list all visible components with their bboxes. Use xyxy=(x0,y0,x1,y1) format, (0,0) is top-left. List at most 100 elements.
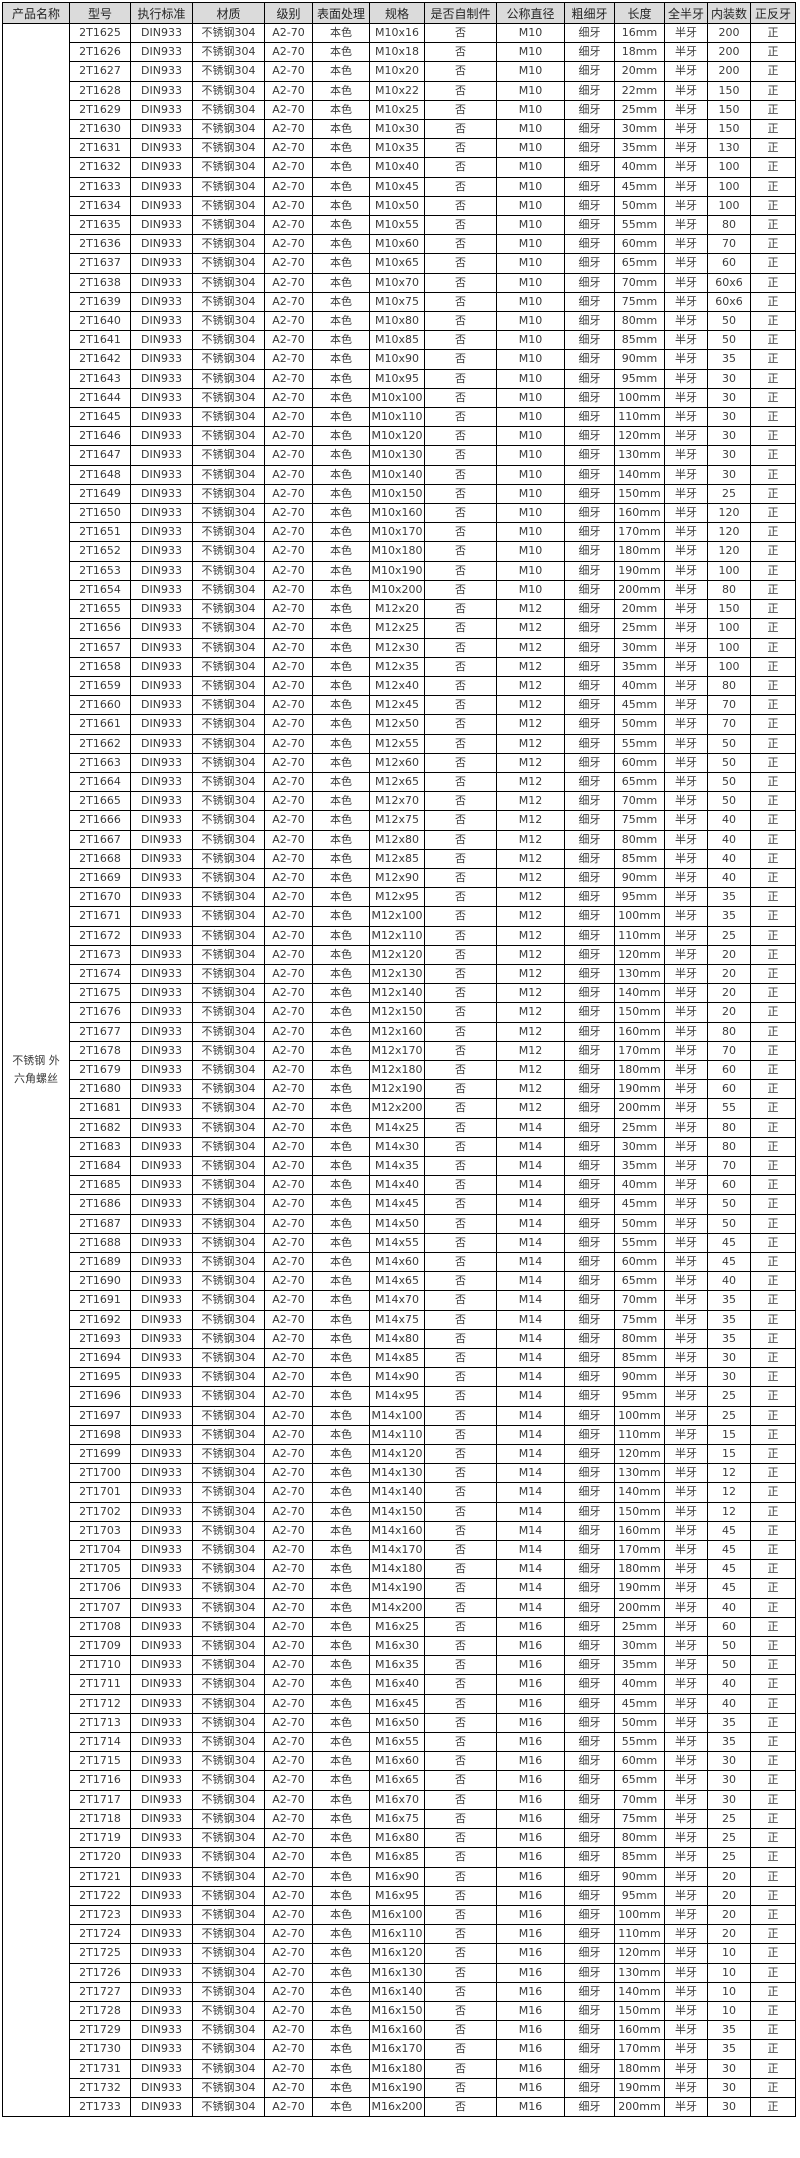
cell-self-made: 否 xyxy=(424,1040,497,1061)
cell-thread-type: 细牙 xyxy=(564,464,615,485)
cell-grade: A2-70 xyxy=(264,752,313,773)
cell-self-made: 否 xyxy=(424,1904,497,1926)
cell-thread-type: 细牙 xyxy=(564,944,615,965)
cell-pack-qty: 30 xyxy=(707,1348,751,1369)
cell-pack-qty: 35 xyxy=(707,2020,751,2041)
cell-grade: A2-70 xyxy=(264,810,313,831)
cell-standard: DIN933 xyxy=(130,1866,193,1887)
cell-surface: 本色 xyxy=(312,752,370,773)
cell-spec: M10x110 xyxy=(369,407,425,428)
cell-standard: DIN933 xyxy=(130,368,193,389)
cell-spec: M14x60 xyxy=(369,1251,425,1273)
cell-direction: 正 xyxy=(750,1885,796,1906)
cell-self-made: 否 xyxy=(424,330,497,351)
cell-thread-length: 半牙 xyxy=(664,138,708,159)
cell-pack-qty: 45 xyxy=(707,1520,751,1542)
cell-model: 2T1695 xyxy=(69,1367,131,1388)
cell-spec: M12x45 xyxy=(369,695,425,716)
cell-diameter: M14 xyxy=(496,1578,565,1599)
cell-surface: 本色 xyxy=(312,1751,370,1772)
table-row: 2T1731 DIN933 不锈钢304 A2-70 本色 M16x180 否 M16 细牙 18… xyxy=(3,2058,796,2079)
cell-diameter: M10 xyxy=(496,253,565,274)
cell-surface: 本色 xyxy=(312,1540,370,1561)
cell-surface: 本色 xyxy=(312,1712,370,1734)
cell-pack-qty: 100 xyxy=(707,618,751,639)
cell-pack-qty: 50 xyxy=(707,771,751,793)
cell-length: 40mm xyxy=(614,1674,665,1695)
cell-grade: A2-70 xyxy=(264,983,313,1004)
cell-surface: 本色 xyxy=(312,675,370,697)
cell-model: 2T1716 xyxy=(69,1770,131,1791)
cell-material: 不锈钢304 xyxy=(192,522,265,543)
cell-thread-type: 细牙 xyxy=(564,522,615,543)
cell-surface: 本色 xyxy=(312,1962,370,1983)
cell-surface: 本色 xyxy=(312,1770,370,1791)
cell-self-made: 否 xyxy=(424,1232,497,1254)
cell-pack-qty: 30 xyxy=(707,2077,751,2098)
cell-model: 2T1724 xyxy=(69,1924,131,1945)
cell-direction: 正 xyxy=(750,483,796,505)
cell-surface: 本色 xyxy=(312,2020,370,2041)
cell-model: 2T1632 xyxy=(69,157,131,178)
cell-length: 35mm xyxy=(614,656,665,677)
cell-model: 2T1669 xyxy=(69,867,131,889)
cell-pack-qty: 30 xyxy=(707,387,751,409)
cell-pack-qty: 100 xyxy=(707,656,751,677)
cell-standard: DIN933 xyxy=(130,675,193,697)
cell-thread-type: 细牙 xyxy=(564,1213,615,1234)
cell-self-made: 否 xyxy=(424,1712,497,1734)
cell-model: 2T1641 xyxy=(69,330,131,351)
cell-pack-qty: 150 xyxy=(707,99,751,121)
cell-thread-type: 细牙 xyxy=(564,1520,615,1542)
cell-thread-length: 半牙 xyxy=(664,579,708,601)
cell-grade: A2-70 xyxy=(264,656,313,677)
cell-model: 2T1657 xyxy=(69,637,131,658)
cell-surface: 本色 xyxy=(312,234,370,255)
cell-diameter: M10 xyxy=(496,368,565,389)
cell-pack-qty: 10 xyxy=(707,1943,751,1964)
cell-standard: DIN933 xyxy=(130,119,193,140)
cell-grade: A2-70 xyxy=(264,1309,313,1330)
cell-surface: 本色 xyxy=(312,714,370,735)
cell-grade: A2-70 xyxy=(264,1271,313,1292)
cell-grade: A2-70 xyxy=(264,1732,313,1753)
column-header-direction: 正反牙 xyxy=(750,2,796,24)
cell-length: 25mm xyxy=(614,1117,665,1138)
cell-length: 60mm xyxy=(614,234,665,255)
cell-diameter: M10 xyxy=(496,195,565,217)
cell-length: 170mm xyxy=(614,522,665,543)
cell-material: 不锈钢304 xyxy=(192,1597,265,1618)
cell-material: 不锈钢304 xyxy=(192,1559,265,1580)
cell-direction: 正 xyxy=(750,1251,796,1273)
cell-thread-type: 细牙 xyxy=(564,1789,615,1810)
cell-thread-type: 细牙 xyxy=(564,1540,615,1561)
cell-length: 75mm xyxy=(614,810,665,831)
cell-length: 85mm xyxy=(614,848,665,869)
cell-surface: 本色 xyxy=(312,61,370,82)
cell-spec: M12x70 xyxy=(369,791,425,812)
cell-grade: A2-70 xyxy=(264,1847,313,1868)
cell-pack-qty: 30 xyxy=(707,2096,751,2118)
table-row: 2T1652 DIN933 不锈钢304 A2-70 本色 M10x180 否 M10 细牙 18… xyxy=(3,541,796,562)
cell-self-made: 否 xyxy=(424,1655,497,1676)
cell-direction: 正 xyxy=(750,1597,796,1618)
cell-material: 不锈钢304 xyxy=(192,752,265,773)
cell-length: 40mm xyxy=(614,157,665,178)
cell-pack-qty: 35 xyxy=(707,2039,751,2060)
cell-self-made: 否 xyxy=(424,848,497,869)
cell-direction: 正 xyxy=(750,867,796,889)
cell-spec: M14x85 xyxy=(369,1348,425,1369)
cell-grade: A2-70 xyxy=(264,771,313,793)
cell-thread-type: 细牙 xyxy=(564,1328,615,1350)
cell-length: 85mm xyxy=(614,1348,665,1369)
cell-standard: DIN933 xyxy=(130,426,193,447)
cell-grade: A2-70 xyxy=(264,1924,313,1945)
cell-self-made: 否 xyxy=(424,1482,497,1503)
cell-self-made: 否 xyxy=(424,407,497,428)
cell-self-made: 否 xyxy=(424,1751,497,1772)
cell-direction: 正 xyxy=(750,2039,796,2060)
cell-direction: 正 xyxy=(750,1328,796,1350)
cell-spec: M16x35 xyxy=(369,1655,425,1676)
cell-diameter: M14 xyxy=(496,1520,565,1542)
cell-standard: DIN933 xyxy=(130,483,193,505)
